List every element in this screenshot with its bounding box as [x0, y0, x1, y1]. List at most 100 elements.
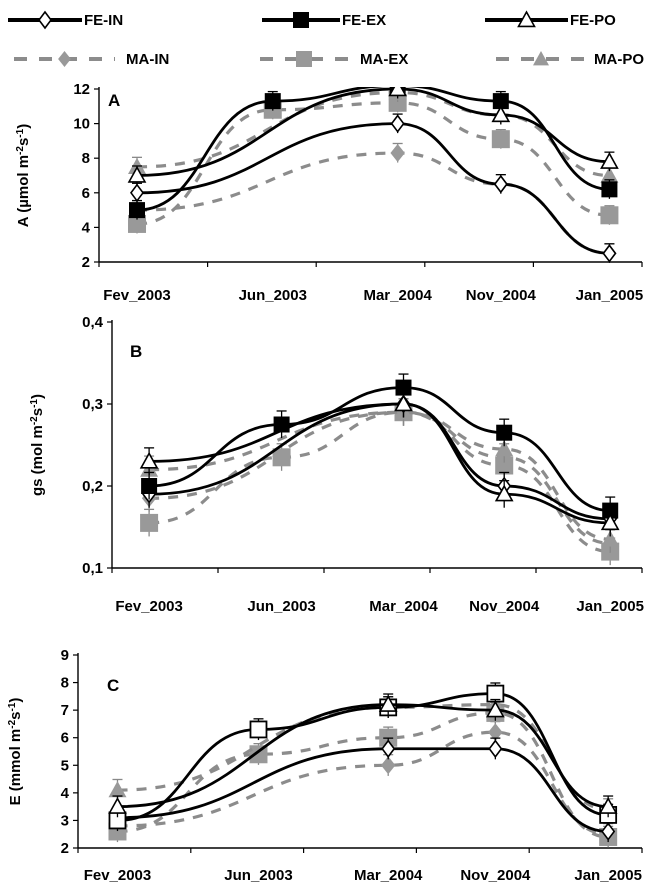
point-fe-ex-a-shape [129, 202, 146, 219]
y-axis-label-a: A (µmol m-2s-1) [15, 124, 33, 227]
panel-letter-c: C [107, 676, 119, 695]
y-tick-label-c: 4 [61, 785, 70, 802]
point-fe-ex-b-shape [141, 478, 158, 494]
y-axis-label-c: E (mmol m-2s-1) [7, 698, 25, 806]
point-fe-in-a-shape [390, 114, 405, 133]
point-fe-po-a [600, 152, 619, 169]
point-ma-in-a-shape [390, 144, 405, 163]
series-line-fe-po-b [149, 402, 611, 525]
point-fe-po-a [127, 165, 147, 183]
legend-item-fe-po: FE-PO [485, 10, 616, 29]
point-ma-ex-b [272, 448, 291, 467]
point-fe-po-b-shape [600, 513, 620, 531]
y-tick-label-c: 5 [61, 757, 69, 774]
point-fe-ex-a [601, 181, 618, 198]
legend-marker-fe-ex [293, 12, 309, 28]
legend-marker-ma-in [58, 51, 71, 67]
legend-marker-ma-ex-shape [296, 51, 312, 67]
point-fe-po-a-shape [127, 165, 147, 183]
y-tick-label-c: 7 [61, 702, 69, 719]
x-tick-label-c: Mar_2004 [354, 867, 423, 884]
point-fe-in-a [130, 183, 145, 203]
point-fe-po-b-shape [494, 484, 514, 502]
panel-letter-a: A [108, 91, 120, 110]
point-ma-in-c-shape [488, 723, 503, 742]
point-ma-ex-b-shape [272, 448, 291, 467]
point-fe-po-b [394, 394, 413, 412]
y-tick-label-a: 8 [82, 150, 90, 167]
series-line-ma-in-c [117, 730, 609, 836]
legend-label-ma-in: MA-IN [126, 51, 169, 68]
point-fe-po-b [494, 484, 514, 502]
point-fe-po-b-shape [394, 394, 413, 412]
y-tick-label-b: 0,2 [82, 478, 103, 495]
x-tick-label-a: Fev_2003 [103, 287, 171, 304]
y-tick-label-a: 6 [82, 185, 90, 202]
x-tick-label-b: Jun_2003 [247, 598, 315, 615]
legend-label-ma-ex: MA-EX [360, 51, 408, 68]
point-fe-po-c-shape [378, 694, 398, 712]
point-fe-po-c-shape [486, 700, 505, 718]
point-fe-ex-b [141, 478, 158, 494]
series-line-fe-in-c [117, 747, 609, 833]
point-fe-in-a-shape [130, 183, 145, 203]
x-tick-label-c: Jun_2003 [224, 867, 292, 884]
point-ma-in-a [390, 144, 405, 163]
point-fe-po-b [139, 451, 159, 469]
series-line-fe-in-a [137, 122, 610, 255]
point-ma-ex-a [128, 214, 147, 233]
y-tick-label-a: 12 [73, 81, 90, 98]
point-fe-in-c-shape [601, 822, 616, 841]
y-tick-label-c: 9 [61, 647, 69, 664]
plot-area-a [127, 87, 619, 263]
series-line-fe-po-c [117, 703, 609, 809]
point-fe-po-c [598, 796, 618, 814]
point-ma-po-c [108, 781, 127, 798]
point-ma-po-b-shape [495, 440, 514, 457]
point-fe-po-b [600, 513, 620, 531]
x-tick-label-c: Nov_2004 [460, 867, 531, 884]
point-fe-in-c-shape [381, 739, 396, 759]
point-ma-in-c [381, 756, 396, 775]
point-ma-in-c-shape [381, 756, 396, 775]
point-fe-in-a [602, 244, 617, 263]
point-ma-ex-a [600, 206, 619, 225]
point-fe-ex-b [395, 379, 412, 396]
plot-area-b [139, 373, 620, 566]
point-ma-in-c [488, 723, 503, 742]
point-ma-ex-b-shape [140, 513, 159, 532]
y-tick-label-c: 6 [61, 730, 69, 747]
series-line-fe-po-a [137, 87, 610, 177]
y-tick-label-a: 2 [82, 254, 90, 271]
point-fe-ex-a [129, 202, 146, 219]
point-fe-ex-b-shape [395, 379, 412, 396]
point-ma-ex-a-shape [128, 214, 147, 233]
x-tick-label-c: Jan_2005 [574, 867, 642, 884]
point-fe-po-a [491, 105, 511, 123]
point-fe-in-c [381, 739, 396, 759]
legend-item-ma-ex: MA-EX [260, 51, 408, 68]
y-tick-label-b: 0,1 [82, 560, 103, 577]
panels: 2 4 6 8 10 12 Fev_2003 Jun_2003 Mar_2004 Nov_2004… [7, 81, 644, 884]
legend-item-fe-ex: FE-EX [262, 12, 386, 29]
point-fe-in-c [488, 739, 503, 759]
point-fe-ex-c [249, 720, 268, 739]
y-tick-label-c: 2 [61, 840, 69, 857]
point-ma-ex-a-shape [600, 206, 619, 225]
point-ma-ex-b-shape [495, 456, 514, 475]
series-line-ma-ex-c [117, 711, 609, 839]
series-line-ma-po-b [149, 410, 611, 541]
legend-marker-fe-po [517, 10, 536, 28]
point-fe-ex-b [496, 424, 513, 441]
point-fe-in-a-shape [602, 244, 617, 263]
x-tick-label-b: Mar_2004 [369, 598, 438, 615]
point-fe-in-a-shape [493, 174, 508, 194]
series-line-ma-in-b [149, 410, 611, 545]
y-axis-label-b: gs (mol m-2s-1) [29, 394, 47, 496]
point-fe-ex-b-shape [496, 424, 513, 441]
panel-a: 2 4 6 8 10 12 Fev_2003 Jun_2003 Mar_2004 Nov_2004… [15, 81, 644, 304]
x-tick-label-a: Nov_2004 [466, 287, 537, 304]
point-fe-po-c [108, 796, 127, 814]
point-fe-ex-a-shape [264, 93, 281, 110]
legend-item-ma-po: MA-PO [496, 51, 644, 68]
